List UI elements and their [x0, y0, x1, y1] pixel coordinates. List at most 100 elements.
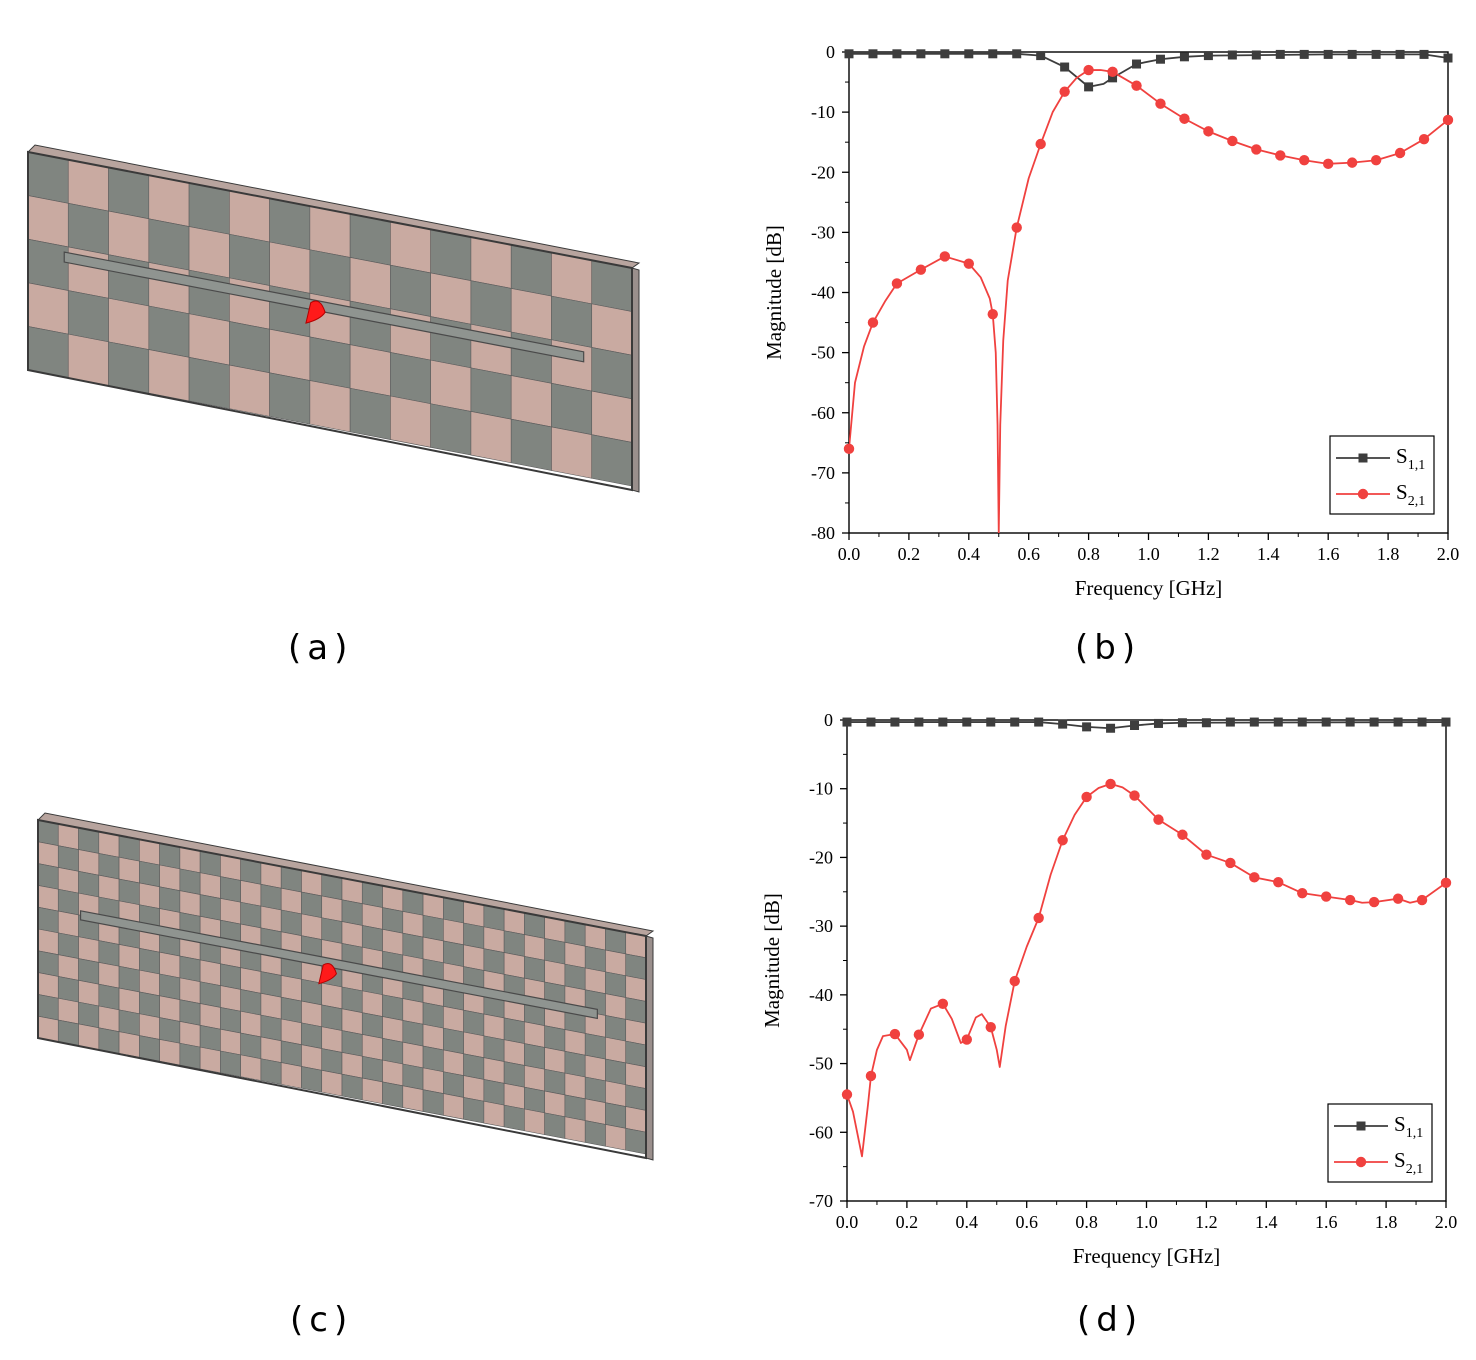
data-point-s21	[913, 1029, 925, 1040]
grid-cell	[361, 1055, 383, 1083]
data-point-s11	[1347, 49, 1357, 59]
grid-cell	[179, 977, 201, 1004]
data-point-s11	[1393, 717, 1403, 727]
grid-cell	[463, 988, 485, 1015]
grid-cell	[220, 1028, 241, 1056]
legend-entry: S1,1	[1396, 444, 1425, 473]
board-outline	[27, 150, 633, 492]
grid-cell	[57, 823, 79, 850]
y-tick-label: 0	[826, 42, 835, 62]
data-point-s21	[1370, 155, 1382, 166]
grid-cell	[280, 887, 302, 915]
grid-cell	[605, 1058, 627, 1086]
grid-cell	[27, 238, 69, 291]
data-point-s11	[1369, 717, 1379, 727]
grid-cell	[361, 1077, 383, 1105]
grid-cell	[584, 1054, 606, 1082]
grid-cell	[229, 233, 270, 286]
grid-cell	[301, 935, 323, 962]
data-point-s11	[940, 49, 950, 59]
legend-marker	[1358, 453, 1368, 463]
legend-entry: S2,1	[1396, 480, 1425, 509]
grid-cell	[188, 313, 230, 366]
data-point-s21	[867, 317, 879, 328]
grid-cell	[139, 1035, 160, 1062]
grid-cell	[98, 983, 120, 1011]
grid-cell	[551, 252, 593, 305]
grid-cell	[382, 907, 404, 934]
grid-cell	[280, 953, 302, 980]
grid-cell	[27, 151, 69, 204]
grid-cell	[148, 262, 190, 315]
grid-cell	[321, 917, 343, 944]
grid-cell	[390, 221, 431, 274]
grid-cell	[361, 903, 383, 930]
grid-cell	[349, 257, 391, 310]
grid-cell	[564, 985, 586, 1012]
grid-cell	[229, 277, 270, 330]
grid-cell	[443, 940, 464, 967]
grid-cell	[321, 873, 343, 901]
grid-cell	[57, 867, 79, 894]
grid-cell	[98, 940, 120, 967]
data-point-s11	[1082, 722, 1092, 732]
grid-cell	[220, 1050, 241, 1078]
grid-cell	[188, 269, 230, 322]
data-point-s21	[1081, 791, 1092, 803]
grid-cell	[159, 930, 181, 957]
grid-cell	[27, 326, 69, 379]
legend-box	[1329, 435, 1435, 515]
grid-cell	[402, 911, 424, 938]
grid-cell	[483, 1100, 505, 1128]
grid-cell	[57, 997, 79, 1025]
series-11	[847, 721, 1446, 730]
series-line	[849, 52, 1448, 88]
data-point-s21	[1249, 872, 1260, 883]
data-point-s21	[1155, 98, 1166, 109]
x-tick-label: 0.4	[956, 1212, 979, 1232]
grid-cell	[260, 862, 282, 889]
grid-cell	[229, 190, 270, 243]
data-point-s21	[1251, 144, 1262, 155]
data-point-s11	[1060, 62, 1070, 72]
grid-cell	[483, 1079, 505, 1106]
grid-cell	[188, 182, 230, 235]
grid-cell	[430, 359, 472, 412]
grid-cell	[605, 971, 627, 998]
grid-cell	[78, 914, 100, 941]
grid-cell	[443, 896, 464, 924]
data-point-s11	[1273, 717, 1283, 727]
data-point-s11	[842, 717, 852, 727]
legend-marker	[1357, 488, 1369, 500]
series-line	[847, 721, 1446, 730]
data-point-s11	[1012, 49, 1022, 59]
grid-cell	[159, 973, 181, 1001]
grid-cell	[625, 975, 647, 1002]
grid-cell	[463, 1097, 485, 1124]
grid-cell	[67, 333, 109, 386]
grid-cell	[199, 959, 221, 986]
data-point-s11	[1034, 717, 1044, 727]
legend-entry: S2,1	[1394, 1148, 1423, 1177]
grid-cell	[625, 1106, 647, 1133]
grid-cell	[27, 282, 69, 335]
grid-cell	[159, 842, 181, 870]
grid-cell	[260, 1036, 282, 1063]
grid-cell	[349, 387, 391, 440]
grid-cell	[118, 1009, 140, 1036]
grid-cell	[98, 831, 120, 858]
grid-cell	[463, 1009, 485, 1037]
grid-cell	[503, 1017, 525, 1044]
grid-cell	[402, 1063, 424, 1091]
grid-cell	[280, 909, 302, 937]
grid-cell	[443, 1071, 464, 1098]
grid-cell	[301, 1022, 323, 1049]
grid-cell	[179, 1042, 201, 1070]
grid-cell	[443, 1027, 464, 1055]
grid-cell	[37, 928, 59, 956]
plot-frame	[848, 51, 1449, 534]
x-tick-label: 0.8	[1075, 1212, 1098, 1232]
data-point-s21	[843, 443, 855, 455]
data-point-s11	[1130, 720, 1140, 730]
grid-cell	[148, 349, 190, 402]
